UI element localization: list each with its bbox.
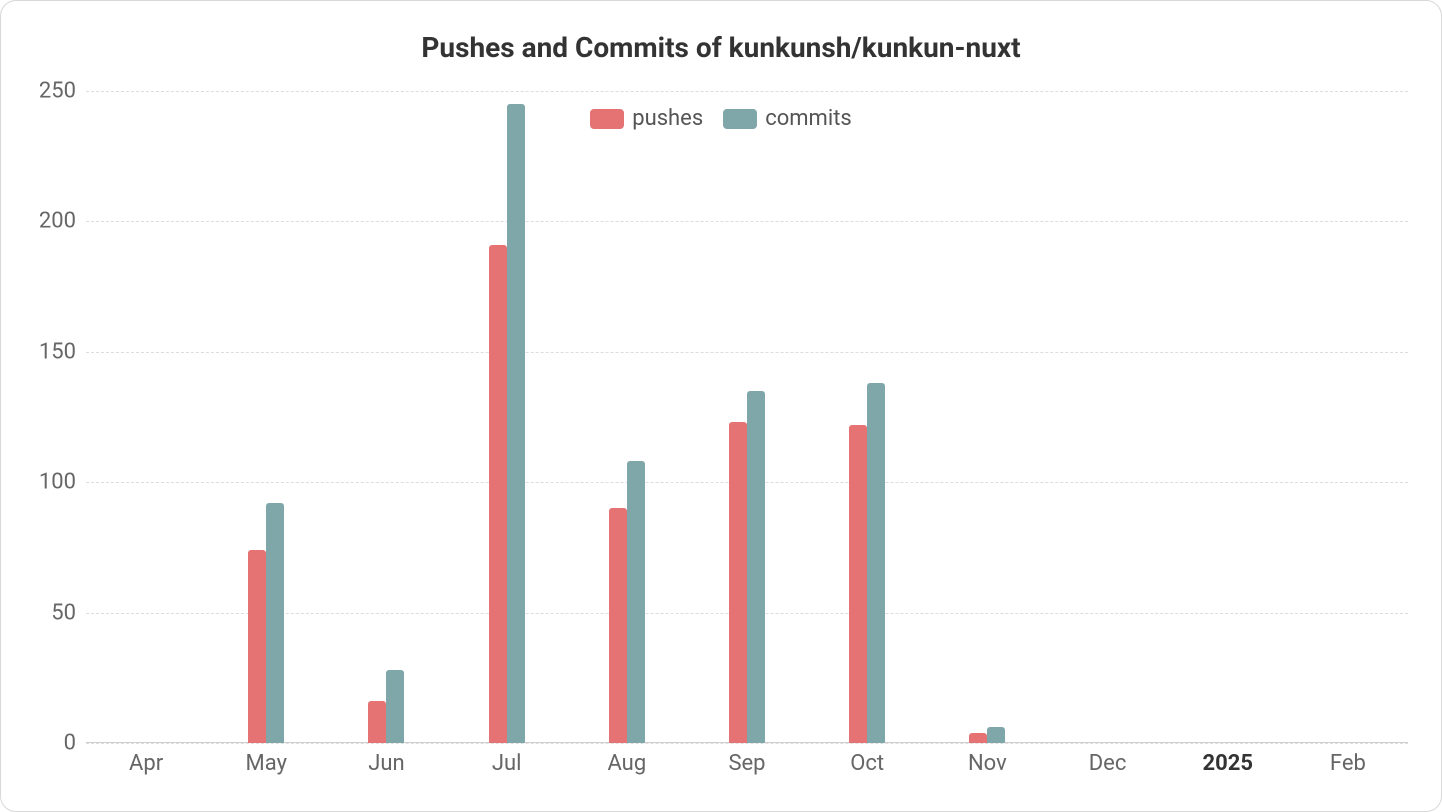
legend-item-pushes[interactable]: pushes: [590, 106, 703, 131]
x-tick-label: May: [246, 751, 287, 776]
y-tick-label: 150: [39, 339, 76, 364]
bar-pushes[interactable]: [489, 245, 507, 743]
x-tick-label: Jul: [492, 751, 522, 776]
gridline: [86, 352, 1408, 353]
y-tick-label: 250: [39, 79, 76, 104]
x-tick-label: 2025: [1202, 751, 1253, 776]
plot-area: 050100150200250AprMayJunJulAugSepOctNovD…: [86, 91, 1408, 743]
x-tick-label: Dec: [1089, 751, 1127, 776]
legend-swatch-pushes: [590, 109, 624, 129]
chart-title: Pushes and Commits of kunkunsh/kunkun-nu…: [1, 31, 1441, 64]
x-tick-label: Feb: [1330, 751, 1366, 776]
y-tick-label: 0: [64, 731, 76, 756]
legend-label-pushes: pushes: [632, 106, 703, 131]
x-tick-label: Sep: [728, 751, 765, 776]
bar-pushes[interactable]: [849, 425, 867, 743]
bar-pushes[interactable]: [248, 550, 266, 743]
x-tick-label: Aug: [607, 751, 646, 776]
bar-commits[interactable]: [987, 727, 1005, 743]
chart-frame: Pushes and Commits of kunkunsh/kunkun-nu…: [0, 0, 1442, 812]
x-tick-label: Oct: [850, 751, 884, 776]
bar-commits[interactable]: [867, 383, 885, 743]
bar-pushes[interactable]: [368, 701, 386, 743]
y-tick-label: 50: [51, 600, 76, 625]
bar-commits[interactable]: [507, 104, 525, 743]
bar-pushes[interactable]: [969, 733, 987, 743]
legend-label-commits: commits: [765, 106, 852, 131]
gridline: [86, 743, 1408, 744]
bar-commits[interactable]: [386, 670, 404, 743]
bar-commits[interactable]: [266, 503, 284, 743]
x-tick-label: Nov: [968, 751, 1007, 776]
legend-swatch-commits: [723, 109, 757, 129]
legend-item-commits[interactable]: commits: [723, 106, 852, 131]
y-tick-label: 200: [39, 209, 76, 234]
x-tick-label: Apr: [129, 751, 163, 776]
gridline: [86, 91, 1408, 92]
y-tick-label: 100: [39, 470, 76, 495]
bar-commits[interactable]: [627, 461, 645, 743]
x-tick-label: Jun: [368, 751, 404, 776]
bar-pushes[interactable]: [609, 508, 627, 743]
gridline: [86, 221, 1408, 222]
bar-pushes[interactable]: [729, 422, 747, 743]
legend: pushes commits: [1, 106, 1441, 131]
bar-commits[interactable]: [747, 391, 765, 743]
